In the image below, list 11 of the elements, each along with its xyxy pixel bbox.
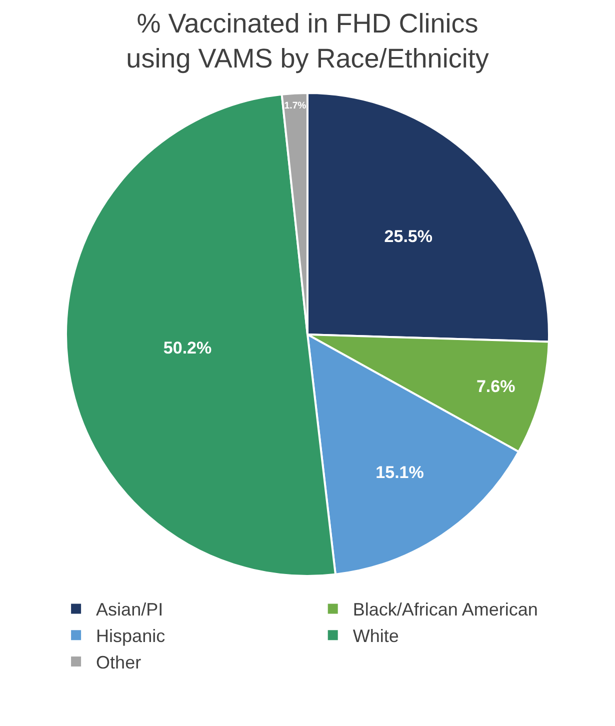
chart-title: % Vaccinated in FHD Clinics using VAMS by Race/Ethnicity (126, 8, 490, 74)
legend-label: Hispanic (96, 626, 166, 646)
data-label: 50.2% (163, 338, 212, 358)
data-label: 25.5% (384, 227, 432, 246)
legend-label: White (352, 626, 399, 646)
legend-label: Black/African American (352, 600, 538, 620)
data-label: 1.7% (284, 100, 307, 112)
legend-label: Asian/PI (96, 600, 164, 620)
legend-label: Other (96, 652, 142, 673)
data-label: 15.1% (376, 462, 424, 482)
data-label: 7.6% (476, 376, 516, 396)
